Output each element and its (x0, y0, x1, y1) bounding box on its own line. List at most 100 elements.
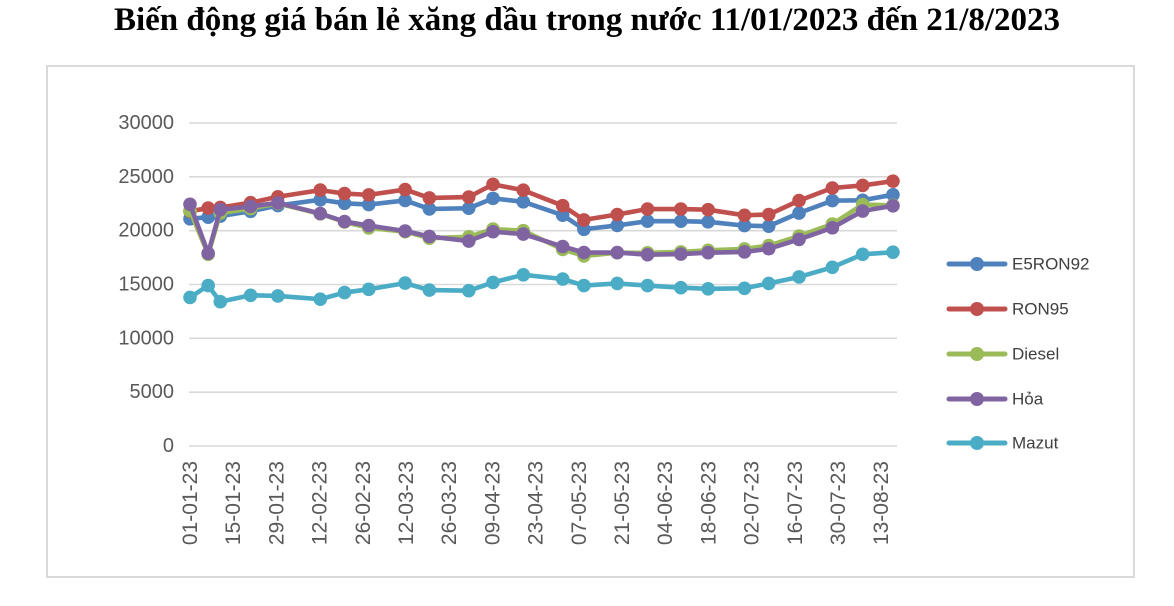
data-point-mazut (761, 276, 776, 291)
data-point-ron95 (398, 182, 412, 197)
data-point-e5ron92 (313, 192, 328, 207)
data-point-mazut (337, 285, 352, 300)
data-point-hoa (577, 245, 591, 260)
legend-label: RON95 (1012, 300, 1069, 319)
data-point-ron95 (422, 191, 437, 205)
legend-label: E5RON92 (1012, 255, 1089, 274)
data-point-hoa (313, 206, 328, 221)
data-point-mazut (271, 289, 285, 303)
y-axis-tick-label: 0 (163, 435, 174, 457)
y-axis-tick-label: 25000 (118, 166, 174, 188)
legend-marker-swatch (970, 436, 984, 450)
data-point-mazut (201, 278, 215, 293)
data-point-mazut (361, 282, 376, 297)
data-point-hoa (555, 239, 570, 254)
y-axis-tick-label: 30000 (118, 112, 174, 134)
data-point-mazut (555, 272, 570, 286)
legend-item-ron95: RON95 (946, 300, 1069, 319)
data-point-mazut (701, 282, 715, 296)
data-point-mazut (516, 268, 531, 282)
x-axis-tick-label: 18-06-23 (697, 461, 720, 545)
data-point-mazut (855, 247, 870, 262)
data-point-ron95 (825, 181, 840, 195)
legend-item-diesel: Diesel (946, 345, 1059, 364)
legend-marker-swatch (970, 257, 984, 271)
data-point-mazut (461, 283, 476, 298)
data-point-mazut (674, 280, 688, 295)
x-axis-tick-label: 12-02-23 (309, 461, 332, 545)
legend-label: Hỏa (1012, 390, 1044, 409)
data-point-ron95 (486, 177, 500, 192)
legend-label: Mazut (1012, 434, 1059, 453)
data-point-mazut (577, 278, 591, 293)
data-point-ron95 (761, 207, 776, 222)
x-axis-tick-label: 01-01-23 (179, 461, 202, 545)
x-axis-tick-label: 12-03-23 (395, 461, 418, 545)
data-point-ron95 (855, 178, 870, 193)
legend-item-e5ron92: E5RON92 (946, 255, 1089, 274)
y-axis-tick-label: 5000 (130, 381, 175, 403)
data-point-e5ron92 (422, 202, 437, 216)
data-point-hoa (183, 197, 197, 212)
data-point-e5ron92 (337, 196, 352, 211)
data-point-hoa (361, 218, 376, 233)
data-point-e5ron92 (486, 191, 500, 206)
data-point-mazut (313, 292, 328, 306)
legend-marker-swatch (970, 347, 984, 361)
data-point-hoa (337, 214, 352, 229)
data-point-hoa (701, 245, 715, 260)
data-point-mazut (737, 281, 752, 296)
data-point-hoa (761, 241, 776, 256)
data-point-mazut (213, 294, 228, 309)
data-point-mazut (640, 278, 655, 293)
y-axis-tick-label: 20000 (118, 220, 174, 242)
data-point-ron95 (610, 207, 625, 222)
legend-marker-swatch (970, 392, 984, 406)
data-point-e5ron92 (398, 193, 412, 208)
data-point-hoa (674, 247, 688, 261)
data-point-e5ron92 (737, 218, 752, 233)
data-point-e5ron92 (516, 195, 531, 209)
data-point-hoa (486, 224, 500, 239)
data-point-ron95 (792, 193, 806, 208)
data-point-mazut (792, 270, 806, 284)
x-axis-tick-label: 13-08-23 (870, 461, 893, 545)
data-point-mazut (398, 276, 412, 290)
x-axis-tick-label: 23-04-23 (525, 461, 548, 545)
data-point-ron95 (361, 188, 376, 202)
data-point-ron95 (640, 202, 655, 216)
x-axis-tick-label: 15-01-23 (222, 461, 245, 545)
x-axis-tick-label: 07-05-23 (568, 461, 591, 545)
x-axis-tick-label: 02-07-23 (741, 461, 764, 545)
chart-title: Biến động giá bán lẻ xăng dầu trong nước… (113, 2, 1061, 38)
x-axis-tick-label: 29-01-23 (265, 461, 288, 545)
data-point-ron95 (674, 202, 688, 216)
series-markers-ron95 (183, 174, 900, 227)
data-point-mazut (486, 275, 500, 290)
data-point-ron95 (737, 208, 752, 223)
x-axis-tick-label: 26-03-23 (438, 461, 461, 545)
data-point-e5ron92 (674, 214, 688, 229)
data-point-ron95 (313, 183, 328, 197)
data-point-hoa (243, 199, 258, 214)
data-point-hoa (201, 246, 215, 261)
data-point-e5ron92 (792, 206, 806, 220)
data-point-hoa (461, 234, 476, 248)
data-point-e5ron92 (886, 187, 900, 202)
data-point-ron95 (337, 186, 352, 201)
data-point-mazut (610, 276, 625, 291)
data-point-mazut (825, 260, 840, 275)
data-point-e5ron92 (825, 193, 840, 208)
data-point-mazut (183, 290, 197, 305)
chart-frame (46, 65, 1135, 578)
data-point-ron95 (701, 202, 715, 217)
data-point-hoa (422, 229, 437, 244)
legend-marker-swatch (970, 302, 984, 316)
data-point-ron95 (555, 198, 570, 213)
legend-item-hoa: Hỏa (946, 390, 1044, 409)
x-axis-tick-label: 04-06-23 (654, 461, 677, 545)
legend-item-mazut: Mazut (946, 434, 1059, 453)
data-point-ron95 (461, 190, 476, 204)
